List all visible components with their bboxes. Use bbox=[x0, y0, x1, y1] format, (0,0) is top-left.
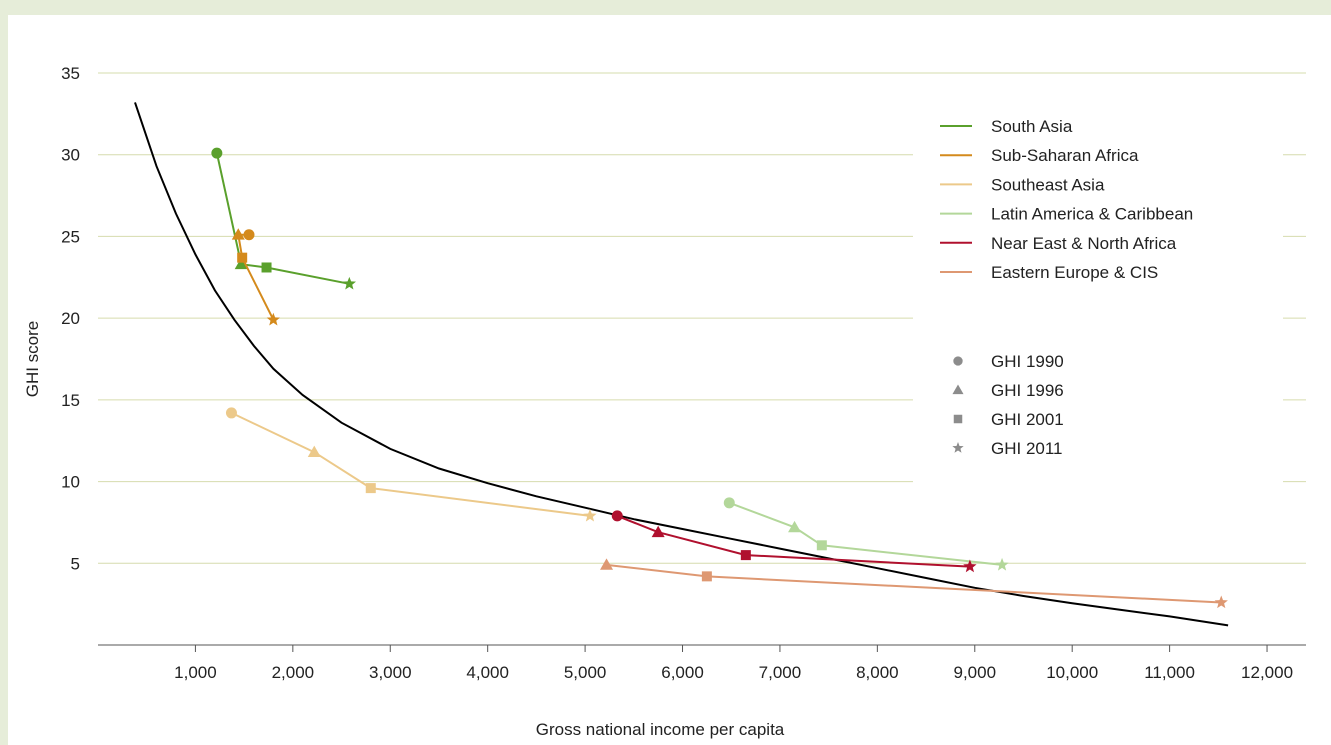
y-axis-title: GHI score bbox=[23, 321, 42, 398]
x-tick-label: 7,000 bbox=[759, 663, 802, 682]
legend-background bbox=[913, 105, 1283, 485]
y-tick-label: 5 bbox=[71, 554, 80, 573]
data-point-triangle bbox=[788, 520, 802, 533]
chart-canvas: 5 10 15 20 25 30 35 1,000 2,000 3,000 4,000 5,000 6,… bbox=[23, 64, 1306, 739]
data-point-star bbox=[583, 508, 597, 522]
x-tick-label: 1,000 bbox=[174, 663, 217, 682]
chart-panel: 5 10 15 20 25 30 35 1,000 2,000 3,000 4,000 5,000 6,… bbox=[8, 15, 1331, 745]
marker-legend-label: GHI 2001 bbox=[991, 410, 1064, 429]
data-point-star bbox=[266, 312, 281, 326]
y-tick-label: 15 bbox=[61, 391, 80, 410]
x-tick-label: 10,000 bbox=[1046, 663, 1098, 682]
marker-legend-label: GHI 2011 bbox=[991, 439, 1063, 458]
grid-lines bbox=[98, 72, 1306, 564]
x-tick-label: 2,000 bbox=[272, 663, 315, 682]
legend-label: Latin America & Caribbean bbox=[991, 205, 1193, 224]
x-tick-label: 9,000 bbox=[954, 663, 997, 682]
data-point-star bbox=[963, 559, 977, 573]
legend-label: Near East & North Africa bbox=[991, 234, 1177, 253]
series-line bbox=[237, 233, 275, 321]
series-0 bbox=[211, 147, 356, 290]
data-point-triangle bbox=[231, 228, 245, 240]
data-point-circle bbox=[243, 229, 255, 241]
data-point-square bbox=[261, 262, 272, 273]
marker-legend-triangle-icon bbox=[952, 384, 964, 395]
marker-legend-label: GHI 1996 bbox=[991, 381, 1064, 400]
marker-legend-star-icon bbox=[952, 442, 964, 453]
x-tick-label: 3,000 bbox=[369, 663, 412, 682]
legend-label: South Asia bbox=[991, 117, 1073, 136]
data-point-square bbox=[701, 571, 712, 582]
data-point-circle bbox=[723, 497, 735, 509]
series-3 bbox=[723, 497, 1009, 571]
y-tick-label: 35 bbox=[61, 64, 80, 83]
series-5 bbox=[600, 558, 1228, 609]
legend-label: Eastern Europe & CIS bbox=[991, 263, 1158, 282]
x-tick-label: 5,000 bbox=[564, 663, 607, 682]
y-tick-label: 10 bbox=[61, 473, 80, 492]
series-2 bbox=[225, 407, 597, 522]
series-line bbox=[728, 501, 1003, 566]
data-point-circle bbox=[611, 510, 623, 522]
series-line bbox=[231, 411, 591, 517]
marker-legend: GHI 1990 GHI 1996 GHI 2001 GHI 2011 bbox=[952, 352, 1064, 458]
data-point-square bbox=[365, 483, 376, 494]
series-line bbox=[616, 514, 970, 568]
series-1 bbox=[231, 228, 281, 326]
y-tick-label: 25 bbox=[61, 227, 80, 246]
data-point-triangle bbox=[651, 525, 665, 538]
x-axis-title: Gross national income per capita bbox=[536, 720, 785, 739]
series-line bbox=[606, 563, 1222, 604]
legend-label: Southeast Asia bbox=[991, 175, 1105, 194]
data-point-square bbox=[740, 550, 751, 561]
series-4 bbox=[611, 510, 977, 573]
x-tick-label: 12,000 bbox=[1241, 663, 1293, 682]
data-point-circle bbox=[211, 147, 223, 159]
y-tick-label: 20 bbox=[61, 309, 80, 328]
x-tick-label: 4,000 bbox=[466, 663, 509, 682]
data-point-triangle bbox=[600, 558, 614, 570]
series-layer bbox=[211, 147, 1228, 609]
x-tick-label: 6,000 bbox=[661, 663, 704, 682]
marker-legend-circle-icon bbox=[953, 356, 963, 366]
data-point-star bbox=[995, 557, 1009, 571]
marker-legend-square-icon bbox=[953, 414, 963, 424]
data-point-triangle bbox=[234, 257, 248, 270]
data-point-star bbox=[342, 276, 356, 290]
legend-label: Sub-Saharan Africa bbox=[991, 146, 1139, 165]
series-line bbox=[215, 152, 350, 285]
data-point-circle bbox=[225, 407, 237, 419]
marker-legend-label: GHI 1990 bbox=[991, 352, 1064, 371]
tick-labels: 5 10 15 20 25 30 35 1,000 2,000 3,000 4,000 5,000 6,… bbox=[61, 64, 1293, 682]
legend: South Asia Sub-Saharan Africa Southeast As… bbox=[940, 117, 1193, 282]
data-point-square bbox=[816, 540, 827, 551]
y-tick-label: 30 bbox=[61, 146, 80, 165]
data-point-star bbox=[1214, 595, 1228, 609]
data-point-triangle bbox=[307, 445, 321, 458]
data-point-square bbox=[237, 252, 248, 263]
x-tick-label: 8,000 bbox=[856, 663, 899, 682]
x-tick-label: 11,000 bbox=[1144, 663, 1195, 682]
